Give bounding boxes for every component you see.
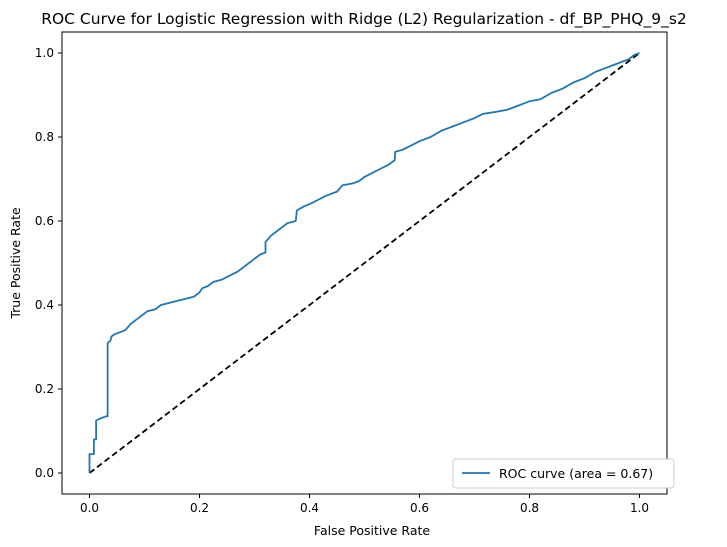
y-tick-label: 0.4 xyxy=(35,298,54,312)
x-tick-label: 1.0 xyxy=(630,501,649,515)
x-tick-label: 0.4 xyxy=(300,501,319,515)
roc-curve-line xyxy=(88,52,640,473)
chart-title: ROC Curve for Logistic Regression with R… xyxy=(41,10,687,29)
x-tick-label: 0.6 xyxy=(410,501,429,515)
x-axis: 0.0 0.2 0.4 0.6 0.8 1.0 xyxy=(80,494,649,515)
x-tick-label: 0.2 xyxy=(190,501,209,515)
x-axis-label: False Positive Rate xyxy=(314,523,430,538)
legend-box xyxy=(452,458,675,489)
y-axis: 0.0 0.2 0.4 0.6 0.8 1.0 xyxy=(35,46,62,480)
plot-content xyxy=(88,52,641,474)
y-tick-label: 0.2 xyxy=(35,382,54,396)
legend-label-roc: ROC curve (area = 0.67) xyxy=(499,466,653,481)
y-axis-label: True Positive Rate xyxy=(8,207,23,320)
plot-area-frame xyxy=(61,31,668,495)
x-tick-label: 0.8 xyxy=(520,501,539,515)
x-tick-label: 0.0 xyxy=(80,501,99,515)
chance-diagonal-line xyxy=(88,52,641,474)
y-tick-label: 0.8 xyxy=(35,130,54,144)
y-tick-label: 1.0 xyxy=(35,46,54,60)
legend: ROC curve (area = 0.67) xyxy=(452,458,675,489)
y-tick-label: 0.0 xyxy=(35,466,54,480)
y-tick-label: 0.6 xyxy=(35,214,54,228)
